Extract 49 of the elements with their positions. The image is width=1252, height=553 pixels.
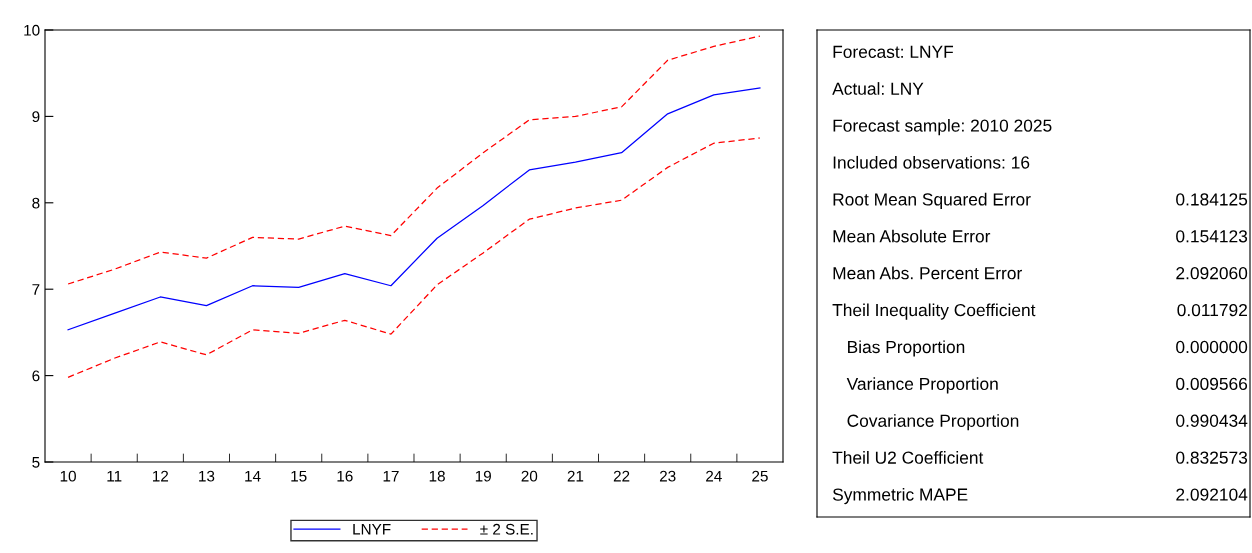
category-label: Included observations: 16: [833, 155, 1030, 169]
x-tick-label: 24: [706, 470, 722, 482]
y-tick-label: 10: [24, 24, 40, 36]
category-label: Forecast sample: 2010 2025: [833, 119, 1052, 136]
text: 0.832573: [1176, 451, 1248, 464]
category-label: Bias Proportion: [848, 340, 965, 357]
text: 2.092060: [1176, 267, 1248, 280]
text: 2.092104: [1176, 488, 1248, 501]
category-label: Theil Inequality Coefficient: [832, 303, 1036, 320]
text: 0.990434: [1176, 414, 1248, 427]
line-series: [67, 87, 761, 331]
x-tick-label: 10: [60, 470, 76, 482]
text: 0.154123: [1176, 230, 1248, 243]
y-tick-label: 9: [32, 111, 40, 123]
category-label: Theil U2 Coefficient: [832, 451, 984, 464]
x-tick-label: 19: [475, 470, 491, 482]
text: 0.011792: [1177, 303, 1247, 317]
x-tick-label: 15: [291, 470, 307, 482]
y-tick-label: 5: [32, 457, 40, 468]
category-label: Mean Absolute Error: [833, 229, 991, 243]
y-tick-label: 7: [32, 284, 40, 295]
category-label: Root Mean Squared Error: [833, 192, 1031, 209]
category-label: Variance Proportion: [846, 377, 998, 394]
x-tick-label: 20: [521, 470, 538, 482]
x-tick-label: 11: [107, 470, 122, 482]
text: 0.184125: [1176, 193, 1248, 206]
category-label: Actual: LNY: [832, 82, 924, 95]
category-label: Forecast: LNYF: [833, 45, 954, 58]
text: 0.009566: [1176, 377, 1248, 391]
x-tick-label: 23: [659, 470, 676, 482]
x-tick-label: 25: [752, 470, 768, 482]
line-series: [67, 137, 761, 378]
x-tick-label: 13: [199, 470, 215, 482]
legend-label: ± 2 S.E.: [480, 523, 533, 535]
line-series: [67, 35, 761, 285]
x-tick-label: 17: [383, 470, 399, 482]
y-tick-label: 8: [32, 197, 40, 209]
x-tick-label: 14: [245, 470, 261, 482]
x-tick-label: 12: [152, 470, 169, 482]
x-tick-label: 21: [567, 470, 584, 482]
legend-label: LNYF: [353, 524, 391, 535]
category-label: Symmetric MAPE: [832, 487, 968, 505]
y-tick-label: 6: [32, 370, 40, 382]
category-label: Mean Abs. Percent Error: [833, 266, 1022, 280]
x-tick-label: 22: [613, 470, 630, 482]
x-tick-label: 16: [337, 470, 353, 482]
text: 0.000000: [1176, 340, 1248, 354]
category-label: Covariance Proportion: [847, 414, 1019, 431]
x-tick-label: 18: [429, 470, 445, 482]
